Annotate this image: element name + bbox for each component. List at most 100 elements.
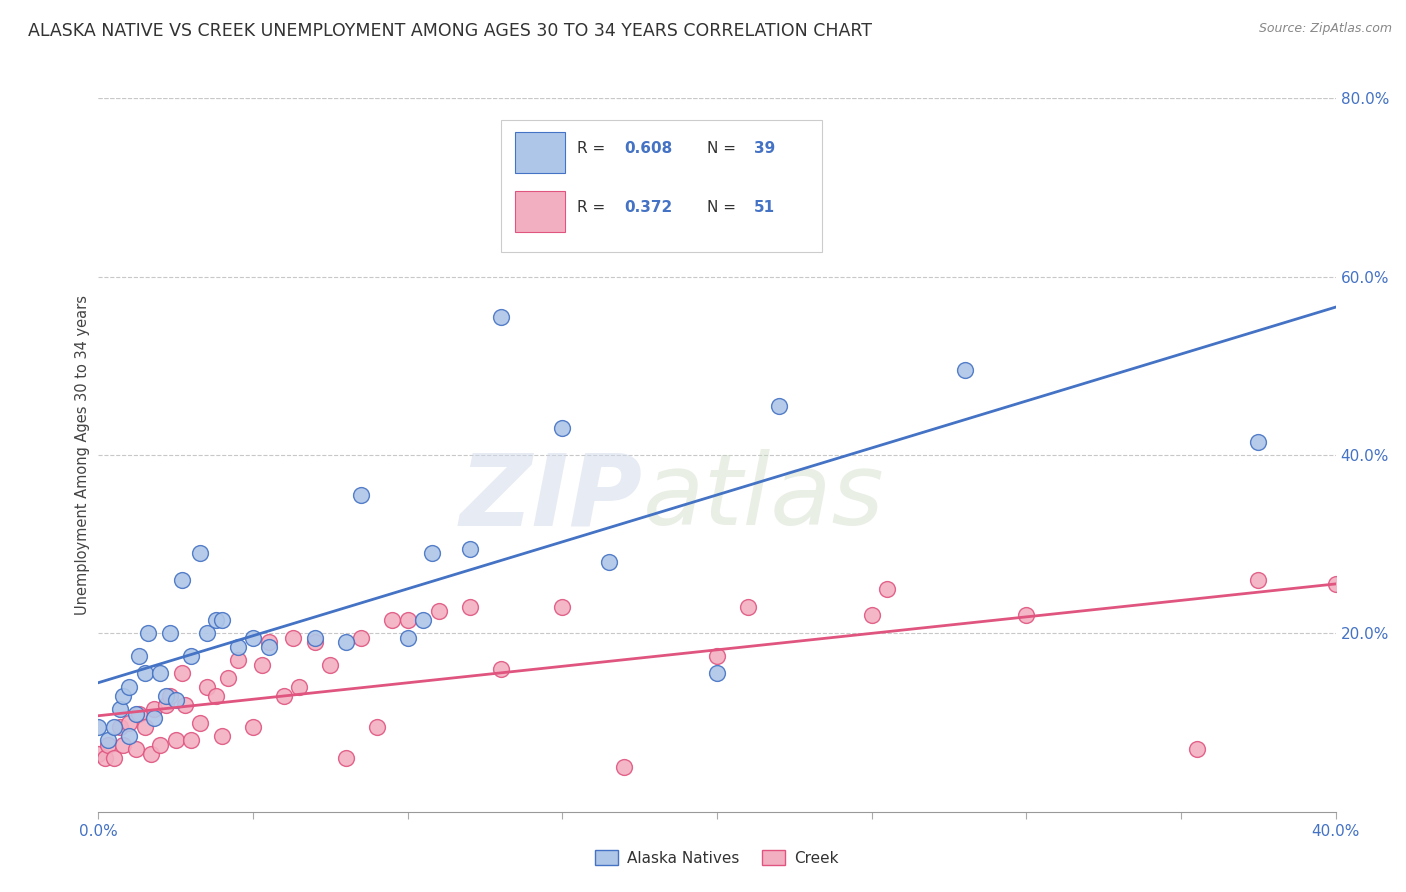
Point xyxy=(118,715,141,730)
Point xyxy=(190,715,212,730)
Point xyxy=(128,706,150,721)
Point xyxy=(149,666,172,681)
Point xyxy=(190,546,212,560)
Point xyxy=(118,680,141,694)
Point xyxy=(613,760,636,774)
Point xyxy=(304,631,326,645)
Point xyxy=(1247,434,1270,449)
Point xyxy=(412,613,434,627)
Point xyxy=(273,689,295,703)
Point xyxy=(366,720,388,734)
Point xyxy=(489,310,512,324)
Point xyxy=(489,662,512,676)
FancyBboxPatch shape xyxy=(516,132,565,173)
Point xyxy=(226,653,249,667)
Point xyxy=(551,421,574,435)
Point xyxy=(381,613,404,627)
Text: R =: R = xyxy=(578,200,610,215)
Point xyxy=(159,626,181,640)
Point xyxy=(335,635,357,649)
Point xyxy=(319,657,342,672)
Point xyxy=(143,711,166,725)
Point xyxy=(211,613,233,627)
Point xyxy=(257,640,280,654)
Point xyxy=(876,582,898,596)
Point xyxy=(155,698,177,712)
Point xyxy=(427,604,450,618)
Point xyxy=(304,635,326,649)
Point xyxy=(124,706,146,721)
Point xyxy=(139,747,162,761)
Point xyxy=(136,626,159,640)
Point xyxy=(180,733,202,747)
Point xyxy=(422,546,444,560)
Point xyxy=(737,599,759,614)
Point xyxy=(165,693,187,707)
Point xyxy=(195,626,218,640)
Point xyxy=(103,720,125,734)
Point xyxy=(1247,573,1270,587)
Point xyxy=(205,689,228,703)
Text: 0.372: 0.372 xyxy=(624,200,672,215)
Point xyxy=(112,689,135,703)
Point xyxy=(1185,742,1208,756)
Point xyxy=(128,648,150,663)
Point xyxy=(242,720,264,734)
Point xyxy=(211,729,233,743)
Text: N =: N = xyxy=(707,141,741,155)
Text: 0.608: 0.608 xyxy=(624,141,672,155)
Point xyxy=(143,702,166,716)
Point xyxy=(335,751,357,765)
Point xyxy=(97,738,120,752)
Text: N =: N = xyxy=(707,200,741,215)
Point xyxy=(860,608,883,623)
Point xyxy=(706,666,728,681)
Point xyxy=(1015,608,1038,623)
Point xyxy=(350,631,373,645)
Point xyxy=(155,689,177,703)
FancyBboxPatch shape xyxy=(501,120,823,252)
Point xyxy=(87,720,110,734)
Text: atlas: atlas xyxy=(643,450,884,546)
Point xyxy=(103,751,125,765)
Point xyxy=(195,680,218,694)
Point xyxy=(1324,577,1347,591)
Point xyxy=(953,363,976,377)
Point xyxy=(134,720,156,734)
Point xyxy=(97,733,120,747)
Point xyxy=(226,640,249,654)
Point xyxy=(108,702,131,716)
Point xyxy=(108,720,131,734)
Text: 39: 39 xyxy=(754,141,776,155)
Point xyxy=(242,631,264,645)
Point xyxy=(706,648,728,663)
Point xyxy=(598,555,620,569)
Point xyxy=(396,631,419,645)
Point xyxy=(288,680,311,694)
Point xyxy=(112,738,135,752)
Point xyxy=(257,635,280,649)
Text: R =: R = xyxy=(578,141,610,155)
Point xyxy=(149,738,172,752)
Text: ALASKA NATIVE VS CREEK UNEMPLOYMENT AMONG AGES 30 TO 34 YEARS CORRELATION CHART: ALASKA NATIVE VS CREEK UNEMPLOYMENT AMON… xyxy=(28,22,872,40)
Point xyxy=(180,648,202,663)
Point xyxy=(170,573,193,587)
Point xyxy=(551,599,574,614)
Point xyxy=(87,747,110,761)
Point xyxy=(174,698,197,712)
Point xyxy=(283,631,305,645)
Point xyxy=(396,613,419,627)
FancyBboxPatch shape xyxy=(516,191,565,232)
Legend: Alaska Natives, Creek: Alaska Natives, Creek xyxy=(589,844,845,871)
Text: Source: ZipAtlas.com: Source: ZipAtlas.com xyxy=(1258,22,1392,36)
Text: 51: 51 xyxy=(754,200,775,215)
Point xyxy=(165,733,187,747)
Point xyxy=(170,666,193,681)
Point xyxy=(458,599,481,614)
Point xyxy=(768,399,790,413)
Text: ZIP: ZIP xyxy=(460,450,643,546)
Point xyxy=(217,671,239,685)
Point xyxy=(458,541,481,556)
Point xyxy=(252,657,274,672)
Point xyxy=(118,729,141,743)
